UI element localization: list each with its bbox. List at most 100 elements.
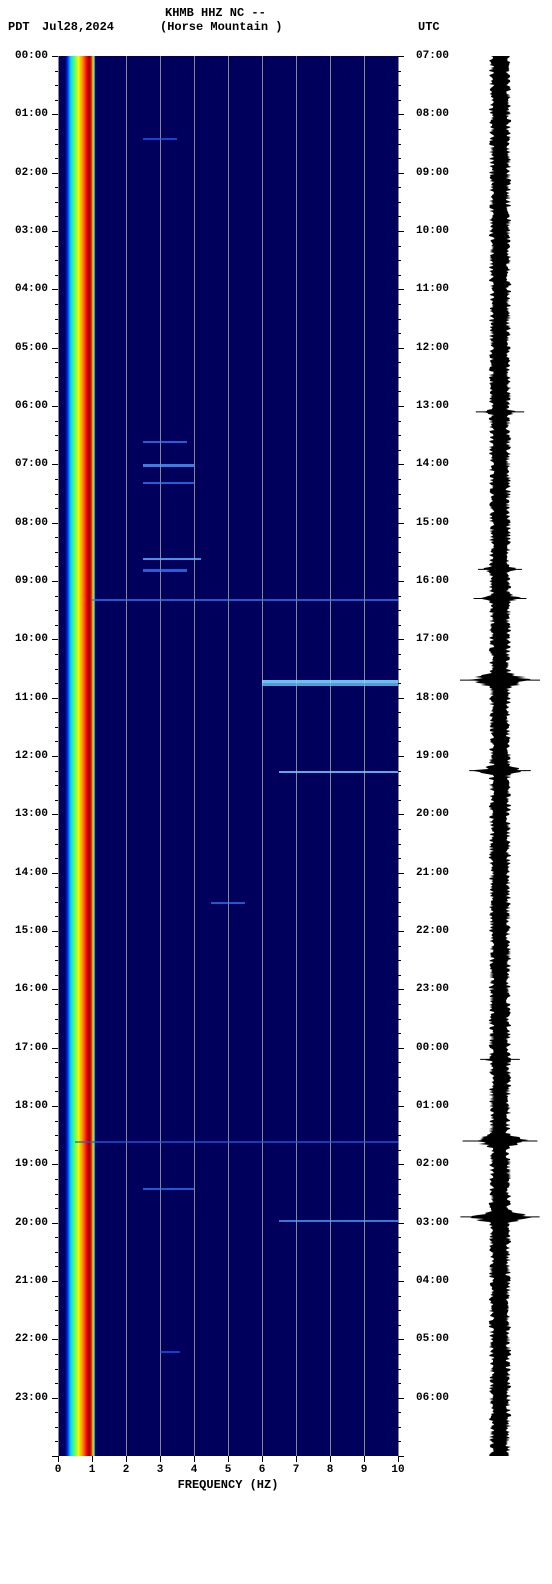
utc-tick (398, 464, 404, 465)
utc-axis: 07:0008:0009:0010:0011:0012:0013:0014:00… (408, 56, 454, 1456)
utc-tick (398, 1281, 404, 1282)
utc-minor-tick (398, 1004, 401, 1005)
utc-tick (398, 989, 404, 990)
freq-tick-label: 2 (123, 1464, 130, 1476)
utc-minor-tick (398, 683, 401, 684)
utc-minor-tick (398, 304, 401, 305)
utc-minor-tick (398, 216, 401, 217)
chart-header: PDT Jul28,2024 KHMB HHZ NC -- (Horse Mou… (0, 6, 552, 46)
pdt-tick-label: 09:00 (15, 575, 48, 587)
utc-minor-tick (398, 202, 401, 203)
gridline (194, 56, 195, 1456)
pdt-tick-label: 11:00 (15, 692, 48, 704)
utc-minor-tick (398, 435, 401, 436)
utc-tick (398, 1106, 404, 1107)
pdt-tick-label: 18:00 (15, 1100, 48, 1112)
signal-streak (262, 683, 398, 686)
gridline (262, 56, 263, 1456)
pdt-tick-label: 23:00 (15, 1392, 48, 1404)
utc-minor-tick (398, 771, 401, 772)
utc-minor-tick (398, 187, 401, 188)
utc-minor-tick (398, 596, 401, 597)
utc-minor-tick (398, 1412, 401, 1413)
utc-minor-tick (398, 1208, 401, 1209)
utc-minor-tick (398, 275, 401, 276)
utc-minor-tick (398, 158, 401, 159)
utc-tick-label: 18:00 (416, 692, 449, 704)
utc-tick (398, 1339, 404, 1340)
tz-left-label: PDT (8, 20, 30, 34)
freq-tick (160, 1456, 161, 1462)
utc-minor-tick (398, 1033, 401, 1034)
utc-tick-label: 04:00 (416, 1275, 449, 1287)
utc-minor-tick (398, 246, 401, 247)
utc-minor-tick (398, 552, 401, 553)
utc-tick-label: 03:00 (416, 1217, 449, 1229)
utc-minor-tick (398, 508, 401, 509)
utc-minor-tick (398, 566, 401, 567)
utc-minor-tick (398, 85, 401, 86)
location-label: (Horse Mountain ) (160, 20, 282, 34)
frequency-axis-label: FREQUENCY (HZ) (58, 1478, 398, 1492)
utc-minor-tick (398, 858, 401, 859)
signal-streak (211, 902, 245, 904)
spectrogram-plot (58, 56, 398, 1456)
utc-minor-tick (398, 1252, 401, 1253)
utc-tick-label: 22:00 (416, 925, 449, 937)
utc-minor-tick (398, 1237, 401, 1238)
utc-minor-tick (398, 902, 401, 903)
freq-tick (92, 1456, 93, 1462)
signal-streak (160, 1351, 180, 1353)
signal-streak (143, 441, 187, 443)
utc-minor-tick (398, 669, 401, 670)
signal-streak (92, 599, 398, 601)
utc-tick-label: 15:00 (416, 517, 449, 529)
utc-minor-tick (398, 741, 401, 742)
utc-tick-label: 08:00 (416, 108, 449, 120)
utc-minor-tick (398, 421, 401, 422)
utc-minor-tick (398, 1135, 401, 1136)
tz-right-label: UTC (418, 20, 440, 34)
utc-tick (398, 1164, 404, 1165)
seismogram-fill (468, 56, 533, 1456)
utc-tick (398, 931, 404, 932)
utc-tick (398, 56, 404, 57)
seismogram-trace (460, 56, 540, 1456)
pdt-tick-label: 07:00 (15, 458, 48, 470)
utc-minor-tick (398, 712, 401, 713)
utc-minor-tick (398, 916, 401, 917)
utc-tick-label: 10:00 (416, 225, 449, 237)
freq-tick (126, 1456, 127, 1462)
pdt-tick-label: 13:00 (15, 808, 48, 820)
utc-tick (398, 756, 404, 757)
signal-streak (143, 482, 194, 484)
utc-tick-label: 00:00 (416, 1042, 449, 1054)
utc-minor-tick (398, 362, 401, 363)
date-label: Jul28,2024 (42, 20, 114, 34)
utc-minor-tick (398, 391, 401, 392)
utc-minor-tick (398, 1325, 401, 1326)
utc-minor-tick (398, 654, 401, 655)
utc-minor-tick (398, 494, 401, 495)
freq-tick-label: 10 (391, 1464, 404, 1476)
freq-tick (228, 1456, 229, 1462)
utc-minor-tick (398, 1121, 401, 1122)
utc-tick (398, 348, 404, 349)
utc-minor-tick (398, 1091, 401, 1092)
signal-streak (279, 1220, 398, 1222)
freq-tick (262, 1456, 263, 1462)
utc-minor-tick (398, 1296, 401, 1297)
freq-tick-label: 1 (89, 1464, 96, 1476)
utc-tick (398, 406, 404, 407)
utc-tick-label: 13:00 (416, 400, 449, 412)
utc-minor-tick (398, 946, 401, 947)
utc-tick-label: 19:00 (416, 750, 449, 762)
frequency-axis: FREQUENCY (HZ) 012345678910 (58, 1456, 398, 1496)
pdt-tick-label: 10:00 (15, 633, 48, 645)
pdt-tick-label: 01:00 (15, 108, 48, 120)
utc-minor-tick (398, 1310, 401, 1311)
pdt-tick-label: 02:00 (15, 167, 48, 179)
utc-tick-label: 11:00 (416, 283, 449, 295)
utc-minor-tick (398, 1369, 401, 1370)
microseism-band (65, 56, 96, 1456)
